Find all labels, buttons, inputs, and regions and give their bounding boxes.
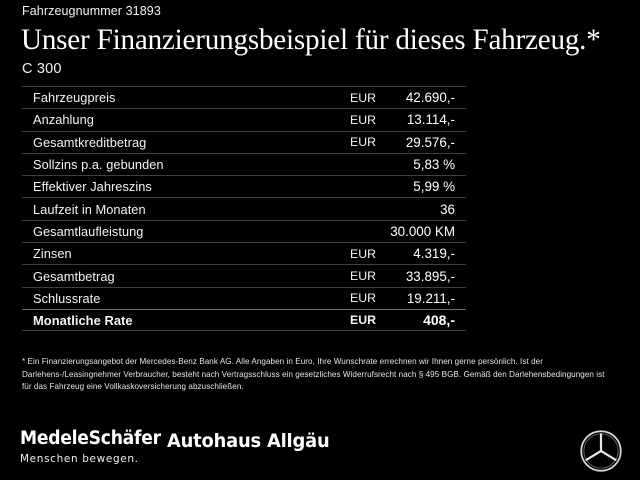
row-label: Anzahlung — [33, 112, 94, 128]
row-label: Gesamtlaufleistung — [33, 223, 144, 239]
row-value: 30.000 KM — [390, 223, 455, 239]
row-value: 408,- — [423, 312, 455, 329]
table-row: Zinsen EUR 4.319,- — [22, 242, 466, 264]
financing-footnote: * Ein Finanzierungsangebot der Mercedes-… — [22, 357, 605, 392]
row-value: 42.690,- — [405, 90, 455, 106]
row-currency: EUR — [350, 112, 376, 127]
table-row: Fahrzeugpreis EUR 42.690,- — [22, 86, 466, 108]
table-row: Gesamtkreditbetrag EUR 29.576,- — [22, 130, 466, 153]
row-label: Sollzins p.a. gebunden — [33, 157, 164, 173]
page-footer: MedeleSchäfer Menschen bewegen. Autohaus… — [0, 422, 640, 480]
dealer-tagline: Menschen bewegen. — [20, 452, 139, 465]
table-row: Anzahlung EUR 13.114,- — [22, 108, 466, 130]
row-value: 4.319,- — [413, 246, 455, 262]
table-row: Gesamtbetrag EUR 33.895,- — [22, 264, 466, 286]
table-row: Gesamtlaufleistung 30.000 KM — [22, 219, 466, 242]
table-row: Sollzins p.a. gebunden 5,83 % — [22, 152, 466, 175]
row-currency: EUR — [350, 291, 376, 306]
table-row: Schlussrate EUR 19.211,- — [22, 286, 466, 309]
row-label: Gesamtbetrag — [33, 268, 115, 284]
row-currency: EUR — [350, 269, 376, 284]
vehicle-number: Fahrzeugnummer 31893 — [22, 4, 161, 18]
financing-table: Fahrzeugpreis EUR 42.690,- Anzahlung EUR 13.1… — [22, 86, 466, 332]
row-currency: EUR — [350, 135, 376, 150]
row-value: 5,83 % — [413, 157, 455, 173]
table-row: Monatliche Rate EUR 408,- — [22, 308, 466, 332]
row-currency: EUR — [350, 313, 376, 328]
row-value: 29.576,- — [405, 134, 455, 150]
row-label: Effektiver Jahreszins — [33, 179, 152, 195]
dealer-name: MedeleSchäfer — [20, 428, 161, 449]
dealer-second-name: Autohaus Allgäu — [167, 430, 330, 452]
table-row: Effektiver Jahreszins 5,99 % — [22, 175, 466, 197]
page-title: Unser Finanzierungsbeispiel für dieses F… — [21, 23, 601, 56]
row-value: 5,99 % — [413, 179, 455, 195]
row-label: Schlussrate — [33, 290, 101, 306]
table-row: Laufzeit in Monaten 36 — [22, 197, 466, 219]
row-currency: EUR — [350, 246, 376, 261]
row-label: Monatliche Rate — [33, 312, 133, 328]
row-label: Laufzeit in Monaten — [33, 201, 146, 217]
row-value: 33.895,- — [405, 268, 455, 284]
row-label: Gesamtkreditbetrag — [33, 134, 147, 150]
dealer-logo: MedeleSchäfer Menschen bewegen. — [20, 428, 171, 465]
mercedes-benz-star-icon — [579, 429, 623, 473]
row-label: Fahrzeugpreis — [33, 90, 116, 106]
row-value: 36 — [440, 201, 455, 217]
vehicle-model-name: C 300 — [22, 61, 62, 77]
row-value: 13.114,- — [406, 112, 455, 128]
row-label: Zinsen — [33, 246, 72, 262]
row-currency: EUR — [350, 90, 376, 105]
row-value: 19.211,- — [406, 290, 455, 306]
